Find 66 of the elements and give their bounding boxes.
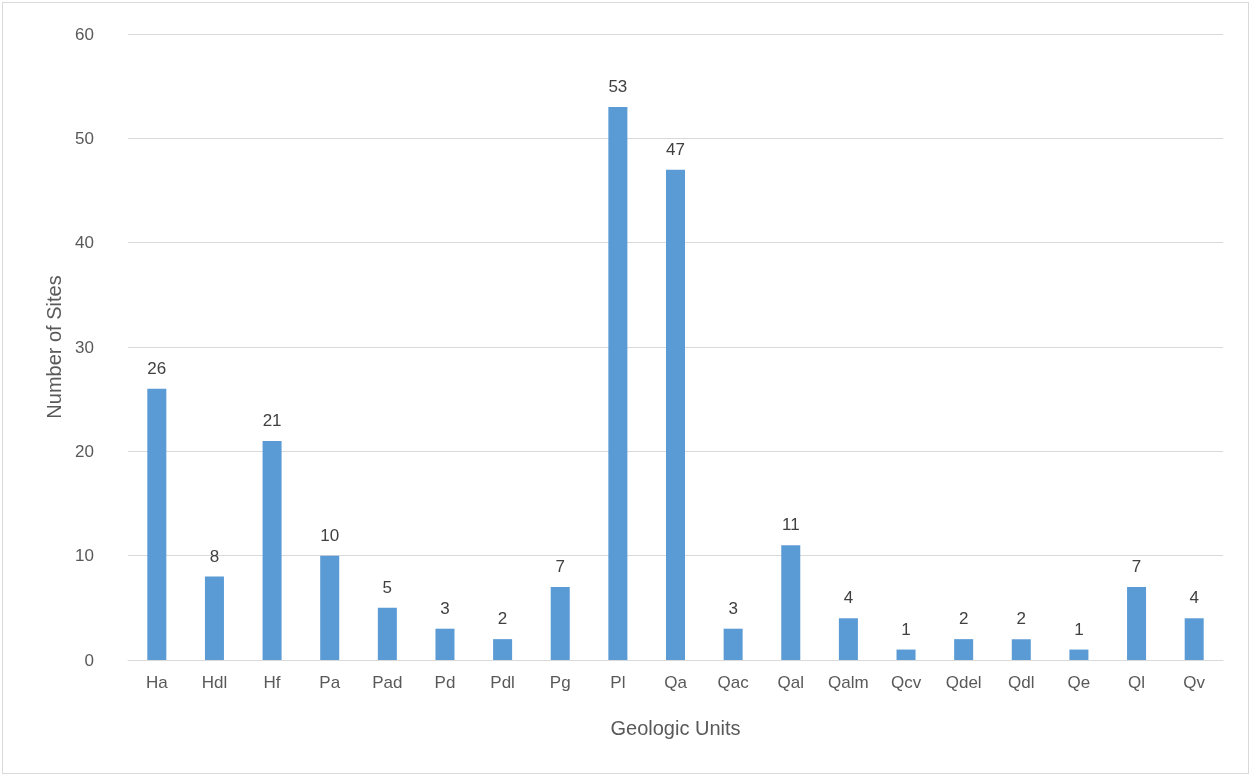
y-tick-label: 20 <box>75 441 94 461</box>
y-tick-label: 60 <box>75 24 94 44</box>
bar <box>204 576 224 660</box>
data-label: 7 <box>1131 556 1142 576</box>
bar <box>954 639 974 660</box>
bar <box>435 628 455 660</box>
x-tick-label: Pl <box>610 673 626 692</box>
x-tick-label: Qac <box>717 673 750 692</box>
x-tick-label: Qal <box>777 673 804 692</box>
data-label: 53 <box>608 77 628 97</box>
x-tick-label: Pd <box>434 673 456 692</box>
bar <box>493 639 513 660</box>
x-tick-label: Qcv <box>890 673 922 692</box>
data-label: 10 <box>320 525 340 545</box>
bar <box>723 628 743 660</box>
data-label: 3 <box>728 598 738 618</box>
data-label: 4 <box>1189 588 1199 608</box>
data-label: 11 <box>781 515 800 535</box>
x-tick-label: Pdl <box>490 673 515 692</box>
y-tick-label: 0 <box>84 650 94 670</box>
y-tick-label: 30 <box>75 337 94 357</box>
bar <box>262 440 282 660</box>
bar <box>838 618 858 660</box>
data-label: 3 <box>440 598 450 618</box>
x-axis-title: Geologic Units <box>610 717 741 739</box>
data-label: 2 <box>497 609 508 629</box>
data-label: 4 <box>843 588 854 608</box>
x-tick-label: Qalm <box>828 673 869 692</box>
bar <box>320 555 340 660</box>
bar <box>781 545 801 660</box>
bar <box>1127 586 1147 660</box>
x-tick-label: Qa <box>664 673 688 692</box>
data-label: 7 <box>555 556 565 576</box>
x-tick-label: Ql <box>1128 673 1146 692</box>
x-tick-label: Pg <box>549 673 571 692</box>
x-tick-label: Hf <box>263 673 281 692</box>
y-axis-title: Number of Sites <box>43 275 66 419</box>
bar <box>1011 639 1031 660</box>
x-tick-label: Qdel <box>945 673 982 692</box>
data-label: 8 <box>209 546 220 566</box>
bar <box>1069 649 1089 660</box>
x-tick-label: Qdl <box>1008 673 1035 692</box>
bar <box>550 586 570 660</box>
data-label: 5 <box>382 577 393 597</box>
bar <box>665 169 686 660</box>
bar <box>896 649 916 660</box>
x-tick-label: Pad <box>372 673 403 692</box>
x-tick-label: Hdl <box>201 673 228 692</box>
bar <box>147 388 167 660</box>
bar <box>1184 618 1204 660</box>
y-tick-label: 40 <box>75 233 94 253</box>
x-tick-label: Ha <box>145 673 169 692</box>
data-label: 21 <box>262 410 282 430</box>
data-label: 26 <box>147 358 167 378</box>
data-label: 1 <box>1074 619 1084 639</box>
y-tick-label: 10 <box>75 546 94 566</box>
y-tick-label: 50 <box>75 128 94 148</box>
x-tick-label: Pa <box>319 673 341 692</box>
data-label: 47 <box>666 139 685 159</box>
x-tick-label: Qe <box>1067 673 1091 692</box>
data-label: 2 <box>958 609 969 629</box>
bar <box>608 107 628 660</box>
x-tick-label: Qv <box>1183 673 1206 692</box>
data-label: 1 <box>901 619 911 639</box>
bar <box>377 607 397 660</box>
data-label: 2 <box>1016 609 1027 629</box>
